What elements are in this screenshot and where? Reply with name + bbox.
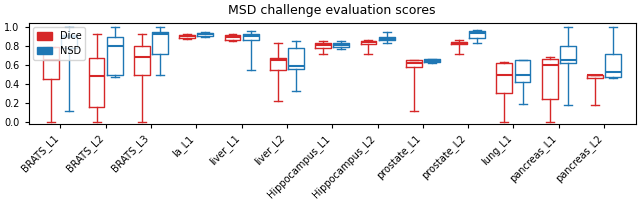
Title: MSD challenge evaluation scores: MSD challenge evaluation scores [228,4,436,17]
Legend: Dice, NSD: Dice, NSD [33,27,85,60]
